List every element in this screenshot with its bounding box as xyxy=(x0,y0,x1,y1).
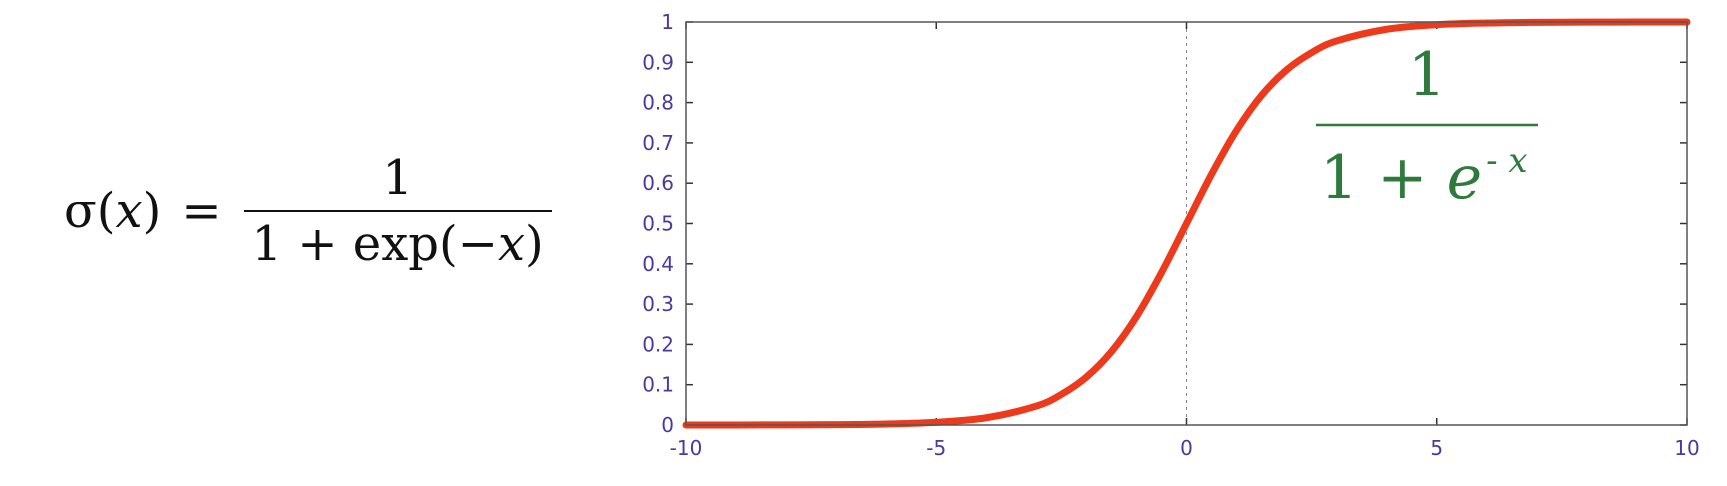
formula-lhs-func: σ( xyxy=(64,183,116,239)
y-tick-label: 0.6 xyxy=(642,171,674,195)
formula-den-prefix: 1 + exp(− xyxy=(251,216,498,272)
annotation-den-prefix: 1 + xyxy=(1320,143,1447,213)
formula-lhs-var: x xyxy=(115,183,143,239)
y-tick-label: 0.7 xyxy=(642,131,674,155)
annotation-denominator: 1 + e- x xyxy=(1320,141,1528,213)
y-tick-label: 0.9 xyxy=(642,50,674,74)
plot-frame xyxy=(685,21,1688,426)
y-tick-label: 0 xyxy=(661,413,674,437)
annotation-den-exponent: - x xyxy=(1486,141,1527,181)
x-tick-label: 0 xyxy=(1180,436,1193,460)
y-tick-label: 1 xyxy=(661,10,674,34)
y-tick-label: 0.1 xyxy=(642,373,674,397)
formula-lhs-close: ) xyxy=(142,183,162,239)
x-tick-label: 5 xyxy=(1430,436,1443,460)
formula-fraction: 1 1 + exp(−x) xyxy=(243,150,552,272)
annotation-den-base: e xyxy=(1447,143,1483,213)
annotation-numerator: 1 xyxy=(1408,40,1446,110)
formula-fraction-bar xyxy=(243,210,552,212)
x-tick-label: 10 xyxy=(1674,436,1699,460)
sigmoid-curve xyxy=(682,18,1691,429)
x-tick-labels: -10 -5 0 5 10 xyxy=(670,436,1700,460)
y-tick-label: 0.2 xyxy=(642,332,674,356)
sigmoid-formula: σ(x) = 1 1 + exp(−x) xyxy=(64,150,552,272)
formula-den-suffix: ) xyxy=(525,216,544,272)
y-tick-label: 0.5 xyxy=(642,212,674,236)
x-tick-label: -5 xyxy=(926,436,946,460)
curve-annotation: 1 1 + e- x xyxy=(1316,40,1538,213)
x-tick-label: -10 xyxy=(670,436,703,460)
y-tick-labels: 0 0.1 0.2 0.3 0.4 0.5 0.6 0.7 0.8 0.9 1 xyxy=(642,10,674,437)
y-tick-label: 0.8 xyxy=(642,91,674,115)
y-tick-label: 0.3 xyxy=(642,292,674,316)
formula-numerator: 1 xyxy=(382,150,413,206)
formula-equals: = xyxy=(181,183,222,239)
formula-lhs: σ(x) xyxy=(64,183,161,239)
formula-den-var: x xyxy=(497,216,526,272)
formula-denominator: 1 + exp(−x) xyxy=(244,212,552,272)
y-tick-label: 0.4 xyxy=(642,252,674,276)
